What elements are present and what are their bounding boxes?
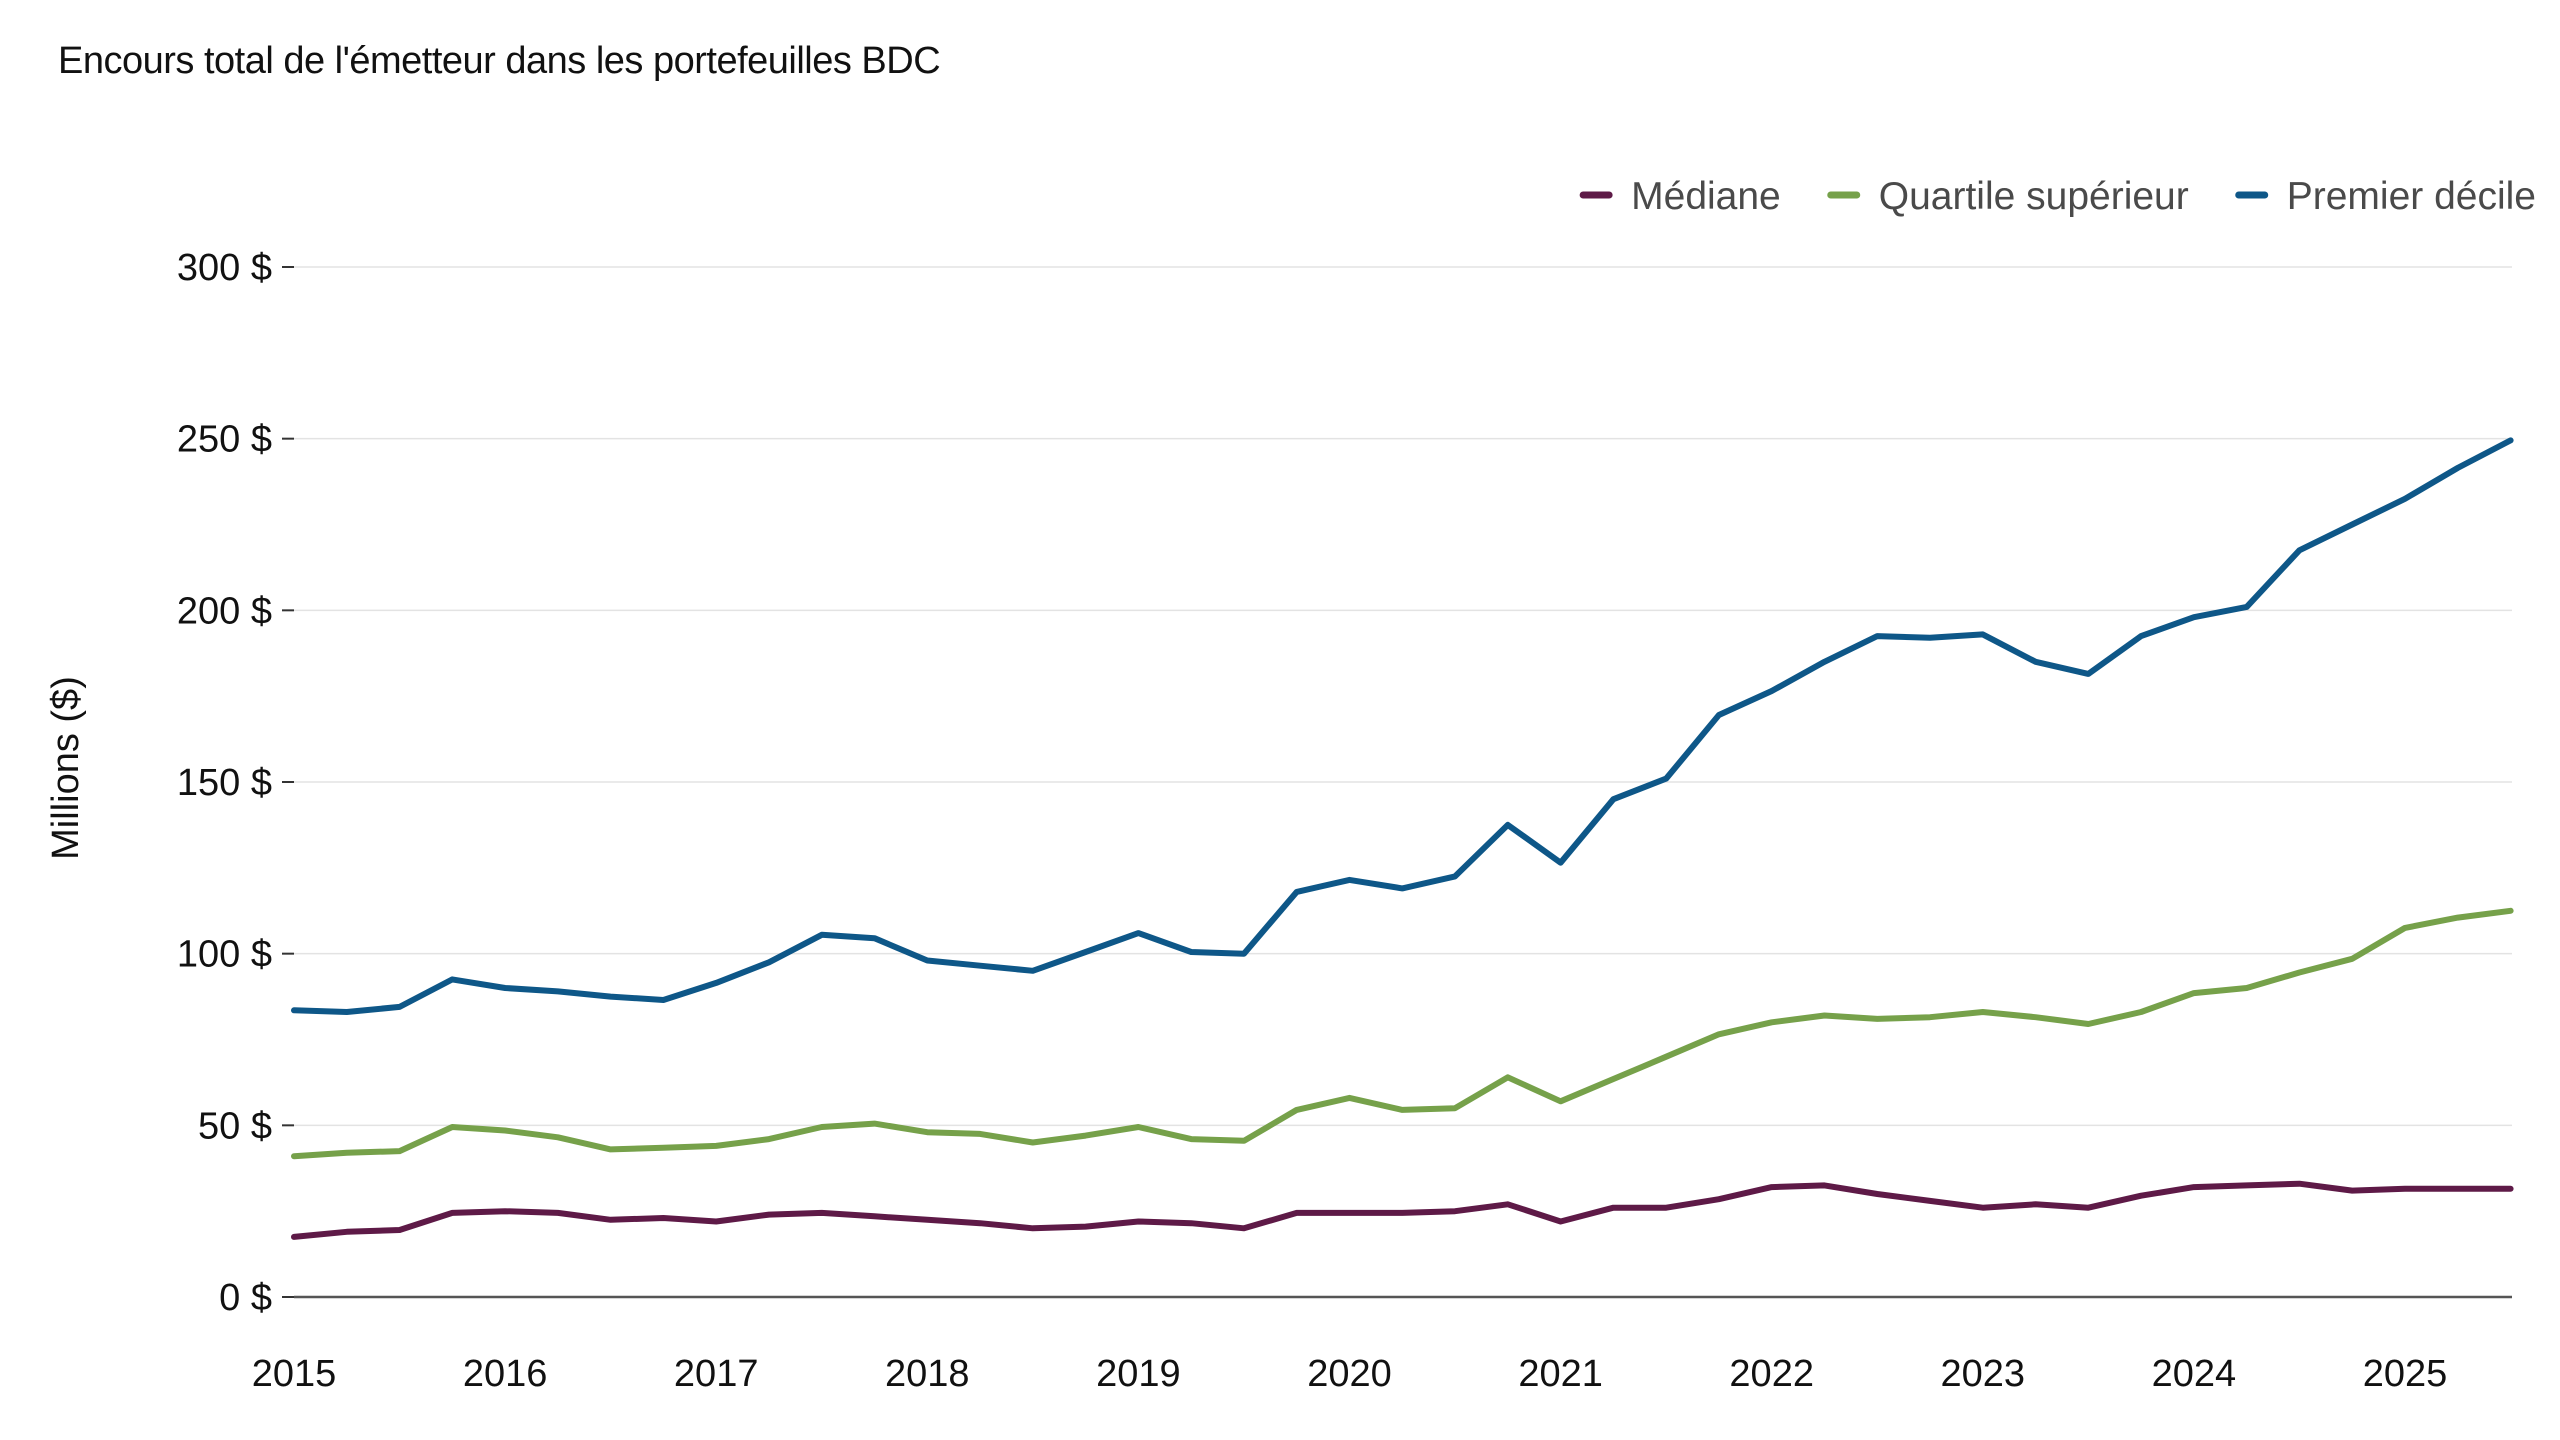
- x-tick-label: 2023: [1941, 1353, 2026, 1395]
- series-line-1: [291, 1180, 2514, 1240]
- y-axis: 0 $ 50 $ 100 $ 150 $ 200 $ 250 $ 300 $: [177, 247, 294, 1319]
- series-line-3: [291, 437, 2514, 1015]
- y-tick-label: 150 $: [177, 762, 272, 804]
- x-tick-label: 2022: [1729, 1353, 1814, 1395]
- x-axis: 2015 2016 2017 2018 2019 2020 2021 2022 2023 2024…: [252, 1295, 2512, 1395]
- legend: Premier décile Quartile supérieur Médiane: [1579, 175, 2536, 218]
- y-tick-label: 50 $: [198, 1105, 272, 1147]
- x-tick-label: 2015: [252, 1353, 337, 1395]
- x-tick-label: 2019: [1096, 1353, 1181, 1395]
- y-axis-title: Millions ($): [45, 676, 87, 860]
- legend-label: Médiane: [1631, 175, 1781, 218]
- series-lines: [291, 437, 2514, 1240]
- x-tick-label: 2018: [885, 1353, 970, 1395]
- y-tick-label: 100 $: [177, 934, 272, 976]
- x-tick-label: 2024: [2152, 1353, 2237, 1395]
- x-tick-label: 2016: [463, 1353, 548, 1395]
- series-line-2: [291, 907, 2514, 1160]
- y-tick-label: 200 $: [177, 590, 272, 632]
- grid-lines: [294, 266, 2512, 1127]
- legend-label: Quartile supérieur: [1879, 175, 2189, 218]
- y-tick-label: 0 $: [219, 1277, 272, 1319]
- x-tick-label: 2021: [1518, 1353, 1603, 1395]
- x-tick-label: 2017: [674, 1353, 759, 1395]
- y-tick-label: 300 $: [177, 247, 272, 289]
- legend-label: Premier décile: [2287, 175, 2536, 218]
- x-tick-label: 2020: [1307, 1353, 1392, 1395]
- x-tick-label: 2025: [2363, 1353, 2448, 1395]
- chart-title: Encours total de l'émetteur dans les por…: [58, 40, 941, 82]
- y-tick-label: 250 $: [177, 419, 272, 461]
